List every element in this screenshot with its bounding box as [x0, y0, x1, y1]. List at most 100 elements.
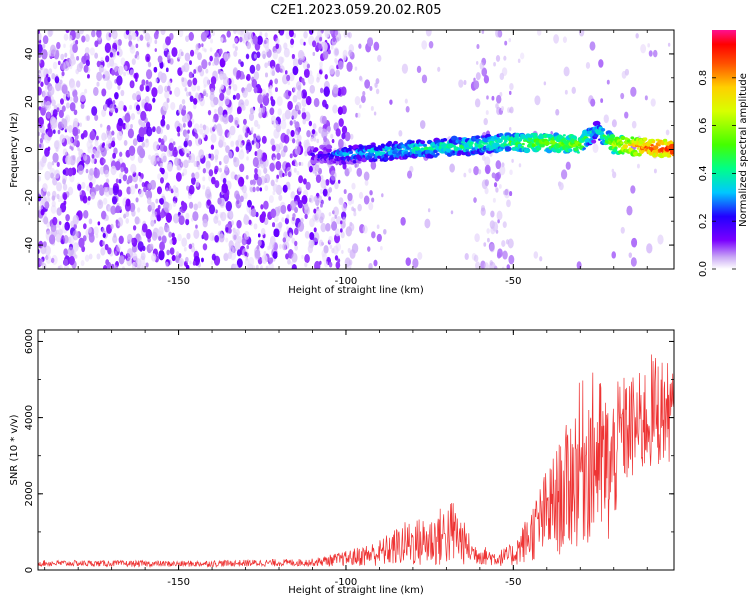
spectrogram-cell: [520, 145, 524, 149]
spectrogram-cell: [63, 60, 70, 72]
spectrogram-cell: [102, 264, 108, 269]
spectrogram-cell: [207, 109, 212, 116]
spectrogram-cell: [468, 168, 472, 174]
spectrogram-cell: [111, 140, 116, 148]
spectrogram-cell: [101, 240, 106, 246]
spectrogram-cell: [576, 261, 582, 269]
spectrogram-cell: [176, 126, 181, 133]
spectrogram-cell: [433, 149, 438, 154]
spectrogram-cell: [251, 140, 255, 145]
spectrogram-cell: [662, 138, 668, 143]
spectrogram-cell: [157, 173, 162, 180]
spectrogram-cell: [436, 152, 440, 156]
spectrogram-cell: [94, 114, 99, 121]
spectrogram-cell: [250, 208, 257, 217]
spectrogram-cell: [193, 160, 198, 167]
spectrogram-cell: [129, 104, 133, 110]
spectrogram-cell: [340, 86, 347, 96]
spectrogram-cell: [265, 72, 268, 78]
colorbar-tick-label: 0.2: [698, 213, 709, 229]
spectrogram-cell: [497, 248, 503, 258]
spectrogram-cell: [201, 43, 204, 48]
spectrogram-cell: [296, 89, 303, 100]
spectrogram-cell: [126, 256, 133, 267]
spectrogram-cell: [483, 118, 488, 126]
spectrogram-cell: [264, 32, 268, 38]
spectrogram-cell: [225, 201, 233, 212]
spectrogram-cell: [503, 55, 507, 61]
spectrogram-cell: [99, 123, 103, 128]
spectrogram-cell: [422, 143, 427, 147]
spectrogram-cell: [289, 200, 297, 211]
spectrogram-cell: [496, 210, 503, 221]
spectrogram-cell: [107, 247, 112, 255]
spectrogram-cell: [289, 120, 293, 126]
spectrogram-cell: [150, 201, 156, 211]
spectrogram-cell: [305, 181, 311, 191]
spectrogram-cell: [186, 185, 190, 191]
spectrogram-cell: [216, 126, 223, 137]
spectrogram-cell: [46, 111, 51, 119]
spectrogram-cell: [214, 154, 219, 161]
spectrogram-cell: [244, 213, 248, 219]
spectrogram-cell: [192, 211, 199, 222]
spectrogram-cell: [245, 141, 252, 153]
spectrogram-cell: [138, 172, 141, 177]
spectrogram-cell: [245, 175, 249, 180]
spectrogram-cell: [289, 233, 293, 239]
spectrogram-cell: [61, 118, 65, 124]
spectrogram-cell: [64, 52, 68, 58]
spectrogram-cell: [334, 48, 339, 56]
spectrogram-cell: [41, 49, 48, 60]
spectrogram-cell: [89, 168, 94, 176]
spectrogram-cell: [194, 171, 200, 180]
spectrogram-cell: [283, 92, 287, 98]
spectrogram-cell: [334, 233, 341, 244]
spectrogram-cell: [47, 76, 51, 83]
spectrogram-cell: [185, 256, 189, 263]
spectrogram-cell: [158, 235, 162, 241]
spectrogram-cell: [381, 193, 384, 198]
spectrogram-cell: [228, 114, 234, 123]
spectrogram-cell: [189, 60, 192, 66]
spectrogram-cell: [84, 34, 90, 43]
spectrogram-cell: [235, 193, 241, 201]
spectrogram-cell: [665, 129, 670, 136]
spectrogram-cell: [506, 199, 511, 208]
colorbar-tick-label: 0.4: [698, 165, 709, 181]
spectrogram-cell: [123, 105, 127, 112]
spectrogram-cell: [306, 63, 310, 69]
spectrogram-cell: [275, 37, 280, 45]
spectrogram-cell: [64, 221, 70, 231]
spectrogram-cell: [220, 84, 224, 90]
spectrogram-cell: [104, 243, 109, 251]
spectrogram-cell: [309, 232, 315, 241]
snr-ytick-label: 2000: [24, 481, 35, 506]
spectrogram-cell: [88, 218, 93, 225]
spectrogram-cell: [162, 134, 168, 142]
spectrogram-cell: [631, 237, 638, 248]
spectrogram-cell: [319, 36, 323, 42]
spectrogram-cell: [65, 155, 71, 165]
spectrogram-cell: [44, 170, 51, 181]
spectrogram-cell: [38, 44, 43, 54]
spectrogram-cell: [560, 169, 568, 180]
spectrogram-cell: [132, 252, 138, 261]
spectrogram-cell: [110, 223, 114, 230]
spectrogram-cell: [205, 93, 209, 98]
spectrogram-cell: [80, 102, 85, 109]
spectrogram-cell: [109, 103, 115, 113]
spectrogram-cell: [363, 195, 370, 205]
spectrogram-cell: [38, 31, 42, 41]
spectrogram-cell: [495, 160, 502, 170]
spectrogram-cell: [38, 59, 42, 64]
spectrogram-cell: [269, 85, 273, 90]
spectrogram-cell: [217, 220, 222, 226]
spectrogram-cell: [290, 129, 295, 137]
spectrogram-cell: [157, 71, 164, 80]
spectrogram-cell: [345, 226, 352, 237]
spectrogram-cell: [203, 232, 209, 241]
spectrogram-cell: [340, 220, 343, 225]
spectrogram-cell: [197, 65, 203, 73]
spectrogram-cell: [327, 145, 333, 149]
